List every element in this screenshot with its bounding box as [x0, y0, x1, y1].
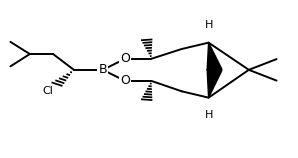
Text: B: B: [99, 63, 107, 76]
Text: O: O: [120, 74, 130, 87]
Text: O: O: [120, 52, 130, 65]
Text: H: H: [204, 110, 213, 120]
Polygon shape: [207, 69, 222, 98]
Polygon shape: [207, 43, 222, 70]
Text: H: H: [204, 20, 213, 30]
Text: Cl: Cl: [42, 85, 53, 96]
